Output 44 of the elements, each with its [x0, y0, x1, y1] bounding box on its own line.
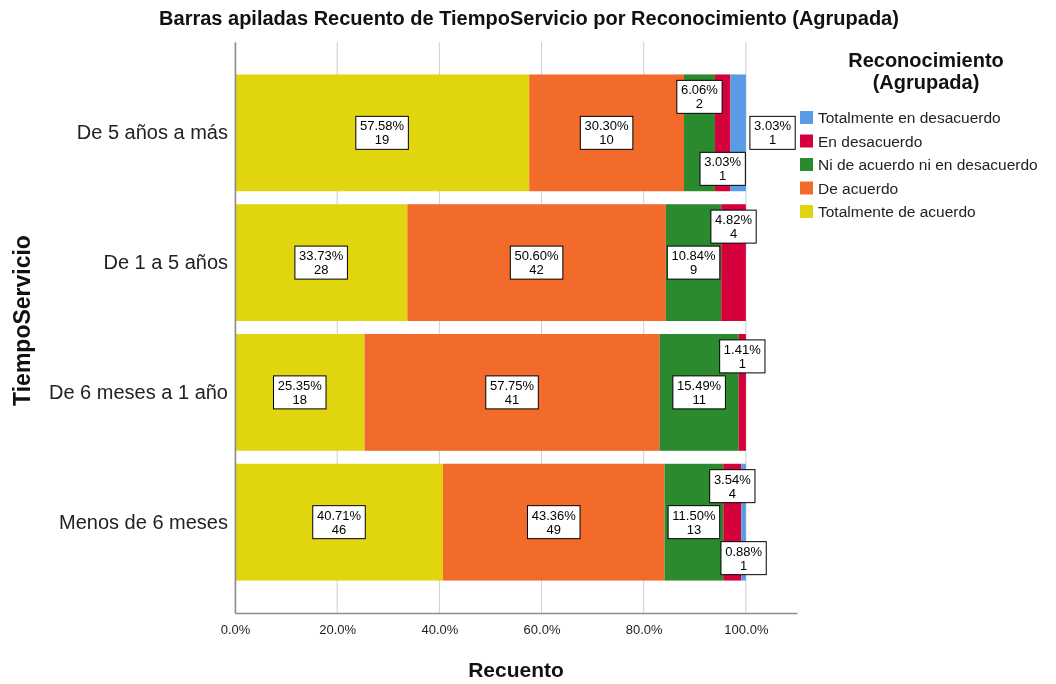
bar [407, 204, 666, 322]
x-tick-label: 20.0% [319, 622, 357, 638]
legend-label: Totalmente en desacuerdo [818, 109, 1001, 126]
y-tick-label: Menos de 6 meses [59, 510, 228, 533]
legend-title: Reconocimiento (Agrupada) [848, 49, 1004, 93]
bar [235, 204, 408, 322]
data-label: 57.58% 19 [360, 118, 405, 148]
y-tick-label: De 1 a 5 años [103, 251, 228, 274]
data-label: 30.30% 10 [584, 118, 630, 148]
x-tick-label: 40.0% [421, 622, 459, 638]
legend-label: En desacuerdo [818, 132, 923, 150]
legend-label: De acuerdo [818, 179, 899, 197]
data-label: 4.82% 4 [715, 212, 753, 242]
x-tick-label: 60.0% [523, 622, 561, 638]
y-tick-label: De 5 años a más [76, 121, 228, 144]
y-axis-title: TiempoServicio [9, 235, 35, 406]
data-label: 3.03% 1 [704, 154, 742, 184]
data-label: 10.84% 9 [671, 248, 717, 278]
data-label: 3.54% 4 [713, 471, 752, 501]
data-label: 3.03% 1 [754, 118, 792, 148]
bar [235, 463, 443, 581]
data-label: 6.06% 2 [681, 82, 719, 112]
bar [235, 333, 365, 451]
data-label: 15.49% 11 [677, 377, 722, 407]
legend-label: Ni de acuerdo ni en desacuerdo [818, 156, 1038, 173]
bar [364, 333, 660, 451]
bar [235, 74, 530, 192]
x-tick-label: 80.0% [625, 622, 664, 638]
data-label: 25.35% 18 [277, 377, 323, 407]
data-label: 0.88% 1 [725, 543, 763, 573]
x-axis-title: Recuento [468, 658, 564, 681]
data-label: 40.71% 46 [316, 507, 362, 537]
data-label: 57.75% 41 [489, 377, 535, 407]
data-label: 50.60% 42 [514, 248, 560, 278]
y-tick-label: De 6 meses a 1 año [49, 380, 228, 403]
data-label: 33.73% 28 [299, 248, 344, 278]
legend-label: Totalmente de acuerdo [818, 203, 976, 220]
data-label: 43.36% 49 [531, 507, 577, 537]
x-tick-label: 100.0% [724, 622, 769, 638]
chart-title: Barras apiladas Recuento de TiempoServicio por Reconocimiento (Agrupada) [159, 7, 899, 29]
x-tick-label: 0.0% [220, 622, 251, 638]
bar [442, 463, 665, 581]
data-label: 1.41% 1 [723, 341, 762, 371]
data-label: 11.50% 13 [672, 507, 716, 537]
